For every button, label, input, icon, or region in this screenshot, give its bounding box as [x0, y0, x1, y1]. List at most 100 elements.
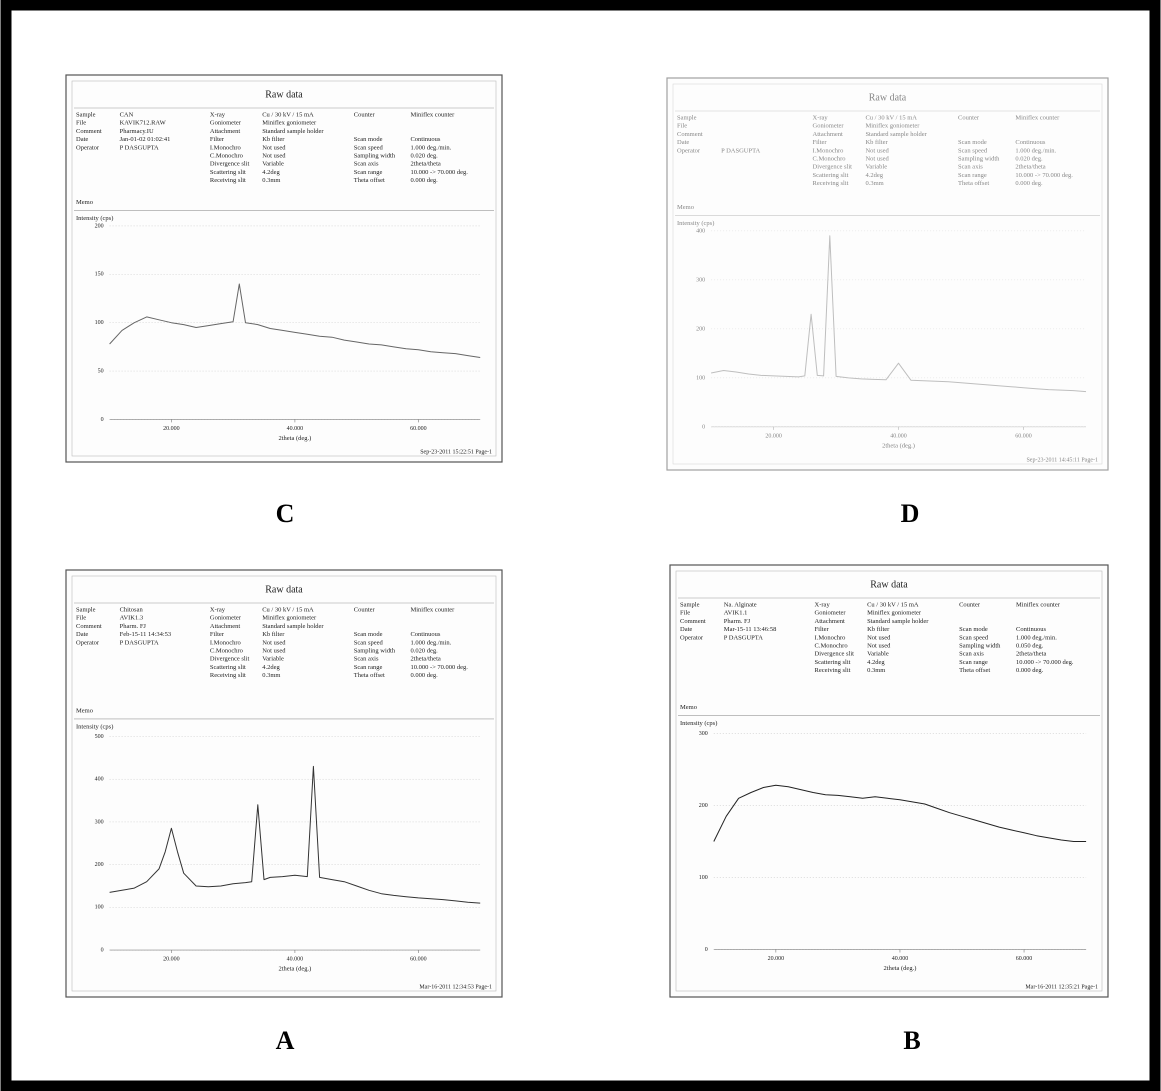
x-axis-label: 2theta (deg.)	[882, 442, 915, 449]
header-value: Miniflex goniometer	[262, 615, 317, 622]
header-label: Scan range	[354, 664, 383, 671]
header-label: Theta offset	[354, 177, 385, 184]
header-label: Theta offset	[354, 672, 385, 679]
diffractogram	[713, 784, 1087, 842]
footer: Sep-23-2011 14:45:11 Page-1	[1026, 457, 1098, 463]
printout-page	[65, 569, 503, 998]
header-label: Receiving slit	[815, 667, 851, 674]
header-label: Goniometer	[210, 615, 242, 622]
y-tick-label: 200	[699, 803, 708, 809]
x-tick-label: 40.000	[287, 426, 304, 432]
header-label: Scan speed	[958, 147, 988, 154]
header-label: Scan mode	[958, 139, 987, 146]
header-value: Not used	[867, 634, 891, 641]
header-label: Goniometer	[210, 120, 242, 127]
header-value: Not used	[262, 144, 286, 151]
header-label: Scan range	[959, 659, 988, 666]
printout-page	[669, 564, 1109, 998]
header-value: Variable	[262, 656, 284, 663]
header-label: Divergence slit	[815, 651, 855, 658]
header-label: Attachment	[815, 618, 846, 625]
header-value: Kb filter	[262, 631, 285, 638]
y-tick-label: 200	[95, 862, 104, 868]
x-tick-label: 60.000	[1015, 433, 1032, 439]
y-axis-label: Intensity (cps)	[76, 723, 113, 730]
header-label: Scan axis	[958, 164, 983, 171]
header-label: Date	[680, 626, 692, 633]
header-label: Scan axis	[354, 656, 379, 663]
y-tick-label: 300	[95, 819, 104, 825]
x-tick-label: 40.000	[890, 433, 907, 439]
header-value: Miniflex goniometer	[262, 120, 317, 127]
header-label: Scattering slit	[815, 659, 851, 666]
header-value: 2theta/theta	[410, 161, 440, 168]
header-value: 4.2deg	[262, 664, 280, 671]
footer: Mar-16-2011 12:34:53 Page-1	[419, 984, 492, 990]
header-label: Counter	[958, 114, 980, 121]
header-label: Scan mode	[354, 631, 383, 638]
header-value: 0.000 deg.	[410, 177, 438, 184]
header-label: Scan speed	[959, 634, 989, 641]
header-label: Scan speed	[354, 144, 384, 151]
y-tick-label: 100	[696, 375, 705, 381]
header-label: Scattering slit	[813, 172, 849, 179]
y-tick-label: 500	[95, 734, 104, 740]
header-value: AVIK1.1	[724, 610, 748, 617]
panel-letter: A	[276, 1026, 295, 1055]
header-value: 0.020 deg.	[410, 647, 438, 654]
header-label: Divergence slit	[813, 164, 853, 171]
header-label: Comment	[677, 131, 703, 138]
x-tick-label: 40.000	[287, 956, 304, 962]
header-value: Mar-15-11 13:46:58	[724, 626, 777, 633]
header-value: 1.000 deg./min.	[410, 639, 451, 646]
header-label: X-ray	[813, 114, 829, 121]
header-value: Variable	[262, 161, 284, 168]
header-value: 0.000 deg.	[410, 672, 438, 679]
header-label: Operator	[677, 147, 701, 154]
header-value: 0.3mm	[262, 672, 280, 679]
x-tick-label: 40.000	[892, 956, 909, 962]
header-label: Attachment	[813, 131, 844, 138]
header-label: Scan range	[958, 172, 987, 179]
memo-label: Memo	[680, 704, 697, 711]
header-label: File	[76, 120, 86, 127]
y-axis-label: Intensity (cps)	[680, 720, 717, 727]
header-value: Chitosan	[120, 606, 144, 613]
header-value: Miniflex counter	[1015, 114, 1060, 121]
header-label: Scan axis	[354, 161, 379, 168]
diffractogram	[109, 765, 481, 904]
header-label: Counter	[354, 111, 376, 118]
y-tick-label: 200	[95, 223, 104, 229]
header-value: 0.3mm	[865, 180, 883, 187]
header-label: Counter	[959, 601, 981, 608]
panel-letter: B	[903, 1026, 920, 1055]
header-label: Date	[76, 631, 88, 638]
header-value: Miniflex goniometer	[867, 610, 922, 617]
printout: Raw data Sample CAN File KAVIK712.RAW Comment…	[65, 74, 503, 463]
header-value: P DASGUPTA	[724, 634, 763, 641]
header-label: Comment	[76, 623, 102, 630]
printout-page	[65, 74, 503, 463]
header-value: Not used	[865, 147, 889, 154]
header-label: Divergence slit	[210, 161, 250, 168]
header-label: Sampling width	[354, 152, 396, 159]
header-label: File	[677, 123, 687, 130]
printout-title: Raw data	[265, 89, 303, 100]
y-tick-label: 300	[696, 277, 705, 283]
header-value: Variable	[865, 164, 887, 171]
header-label: Receiving slit	[210, 672, 246, 679]
header-value: 0.3mm	[262, 177, 280, 184]
x-tick-label: 60.000	[410, 426, 427, 432]
header-label: Sampling width	[958, 155, 1000, 162]
y-tick-label: 0	[705, 947, 708, 953]
header-label: Receiving slit	[210, 177, 246, 184]
x-tick-label: 20.000	[765, 433, 782, 439]
header-value: Standard sample holder	[867, 618, 929, 625]
header-label: Counter	[354, 606, 376, 613]
header-label: File	[680, 610, 690, 617]
header-value: Pharm. FJ	[724, 618, 751, 625]
header-value: Cu / 30 kV / 15 mA	[865, 114, 917, 121]
header-value: Not used	[867, 642, 891, 649]
header-label: Sampling width	[959, 642, 1001, 649]
